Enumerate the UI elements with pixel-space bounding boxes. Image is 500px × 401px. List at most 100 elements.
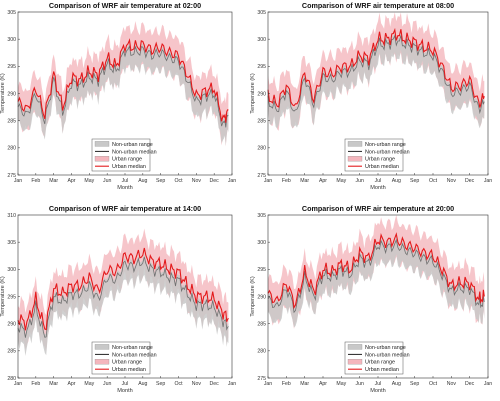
legend-label: Non-urban range <box>112 142 153 148</box>
y-tick-label: 305 <box>257 10 266 16</box>
chart-panel-2: Comparison of WRF air temperature at 08:… <box>250 1 492 191</box>
legend-label: Urban median <box>112 164 146 170</box>
x-tick-label: Apr <box>67 178 75 184</box>
x-tick-label: Sep <box>156 381 165 387</box>
y-tick-label: 300 <box>7 267 16 273</box>
y-tick-label: 290 <box>7 91 16 97</box>
series-line-urban-median <box>267 232 485 310</box>
x-tick-label: Jul <box>375 178 382 184</box>
chart-panel-4: Comparison of WRF air temperature at 20:… <box>250 204 492 394</box>
legend-label: Urban median <box>365 164 399 170</box>
y-tick-label: 295 <box>7 294 16 300</box>
legend-label: Urban range <box>112 157 142 163</box>
x-tick-label: Apr <box>319 178 327 184</box>
legend-label: Urban range <box>365 157 395 163</box>
x-tick-label: Sep <box>410 178 419 184</box>
urban-range-band <box>268 12 485 131</box>
series-line-nonurban-median <box>17 44 229 128</box>
x-tick-label: Jan <box>484 178 492 184</box>
x-tick-label: Nov <box>192 178 202 184</box>
x-tick-label: May <box>84 381 94 387</box>
x-tick-label: Nov <box>447 178 457 184</box>
x-tick-label: Jan <box>14 381 22 387</box>
x-tick-label: Mar <box>300 178 309 184</box>
urban-range-band <box>18 21 229 147</box>
legend-label: Urban range <box>365 360 395 366</box>
x-tick-label: Apr <box>67 381 75 387</box>
x-tick-label: Feb <box>31 178 40 184</box>
y-tick-label: 285 <box>7 349 16 355</box>
x-axis-label: Month <box>370 388 386 394</box>
series-line-urban-median <box>17 247 229 331</box>
legend-label: Non-urban median <box>112 352 157 358</box>
legend-label: Urban median <box>112 367 146 373</box>
x-tick-label: Mar <box>49 381 58 387</box>
x-tick-label: Apr <box>319 381 327 387</box>
legend-label: Urban median <box>365 367 399 373</box>
y-tick-label: 305 <box>7 240 16 246</box>
y-tick-label: 275 <box>257 173 266 179</box>
y-tick-label: 280 <box>7 376 16 382</box>
x-tick-label: Mar <box>300 381 309 387</box>
y-tick-label: 285 <box>257 321 266 327</box>
x-tick-label: Sep <box>156 178 165 184</box>
x-tick-label: Feb <box>31 381 40 387</box>
legend-swatch <box>347 344 363 350</box>
series-line-nonurban-median <box>267 34 485 115</box>
x-tick-label: Aug <box>138 381 147 387</box>
y-tick-label: 290 <box>257 91 266 97</box>
nonurban-range-band <box>268 236 485 328</box>
x-tick-label: Jul <box>122 381 129 387</box>
y-tick-label: 300 <box>257 240 266 246</box>
y-tick-label: 305 <box>257 213 266 219</box>
y-tick-label: 275 <box>257 376 266 382</box>
x-tick-label: Feb <box>282 381 291 387</box>
y-tick-label: 305 <box>7 10 16 16</box>
x-tick-label: Dec <box>465 178 475 184</box>
x-tick-label: Nov <box>447 381 457 387</box>
legend-label: Non-urban range <box>112 345 153 351</box>
y-axis-label: Temperature (K) <box>250 276 256 317</box>
x-tick-label: Jul <box>122 178 129 184</box>
x-tick-label: Nov <box>192 381 202 387</box>
x-tick-label: Aug <box>392 178 401 184</box>
legend-label: Non-urban range <box>365 345 406 351</box>
x-tick-label: Oct <box>429 381 438 387</box>
legend-swatch <box>347 156 363 162</box>
y-tick-label: 290 <box>7 321 16 327</box>
y-tick-label: 290 <box>257 294 266 300</box>
chart-title: Comparison of WRF air temperature at 14:… <box>49 204 201 213</box>
x-tick-label: Sep <box>410 381 419 387</box>
x-tick-label: Aug <box>138 178 147 184</box>
legend-label: Urban range <box>112 360 142 366</box>
x-tick-label: Oct <box>174 381 183 387</box>
legend-label: Non-urban range <box>365 142 406 148</box>
legend-swatch <box>94 344 110 350</box>
x-tick-label: Jul <box>375 381 382 387</box>
series-line-urban-median <box>17 38 229 123</box>
x-tick-label: Jan <box>484 381 492 387</box>
y-tick-label: 295 <box>257 64 266 70</box>
chart-title: Comparison of WRF air temperature at 02:… <box>49 1 201 10</box>
x-tick-label: Jan <box>264 178 272 184</box>
y-axis-label: Temperature (K) <box>250 73 256 114</box>
x-tick-label: Aug <box>392 381 401 387</box>
series-line-nonurban-median <box>17 256 229 338</box>
nonurban-range-band <box>18 253 229 356</box>
y-axis-label: Temperature (K) <box>0 276 6 317</box>
chart-panel-1: Comparison of WRF air temperature at 02:… <box>0 1 236 191</box>
x-tick-label: May <box>84 178 94 184</box>
y-tick-label: 295 <box>7 64 16 70</box>
x-tick-label: Dec <box>465 381 475 387</box>
legend-label: Non-urban median <box>365 149 410 155</box>
x-tick-label: Oct <box>429 178 438 184</box>
y-tick-label: 285 <box>257 118 266 124</box>
x-tick-label: Dec <box>210 381 220 387</box>
y-tick-label: 275 <box>7 173 16 179</box>
legend-swatch <box>347 141 363 147</box>
x-axis-label: Month <box>370 185 386 191</box>
